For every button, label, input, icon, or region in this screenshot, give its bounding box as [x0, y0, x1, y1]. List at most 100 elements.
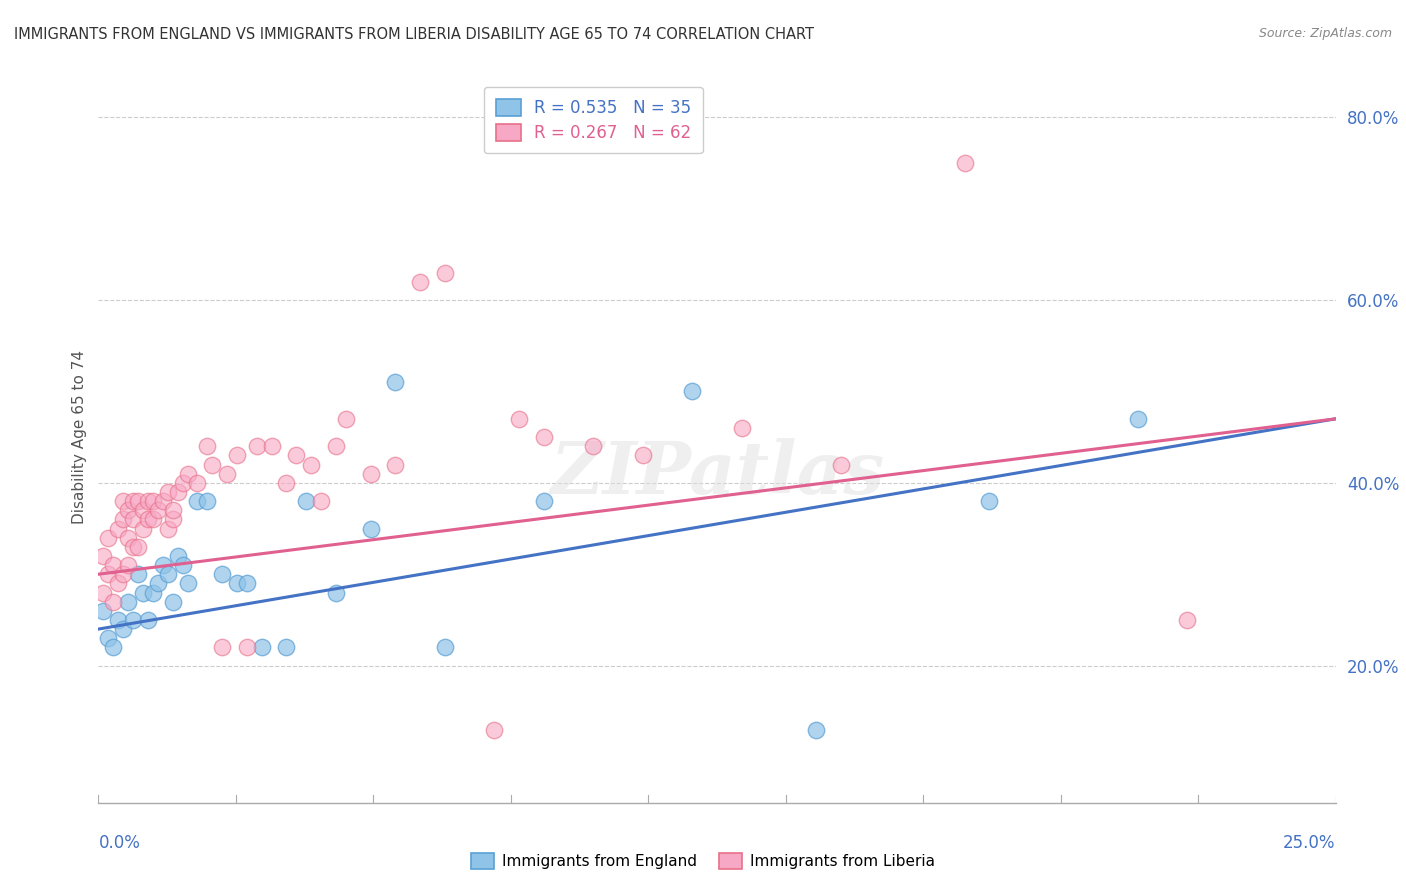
Point — [107, 613, 129, 627]
Point — [117, 594, 139, 608]
Point — [250, 640, 273, 655]
Point — [117, 531, 139, 545]
Point — [107, 521, 129, 535]
Point — [631, 448, 654, 462]
Point — [146, 576, 169, 591]
Point — [127, 567, 149, 582]
Point — [236, 640, 259, 655]
Point — [226, 448, 249, 462]
Legend: Immigrants from England, Immigrants from Liberia: Immigrants from England, Immigrants from… — [465, 847, 941, 875]
Point — [142, 512, 165, 526]
Point — [309, 494, 332, 508]
Point — [93, 549, 115, 563]
Point — [162, 503, 184, 517]
Point — [176, 467, 198, 481]
Point — [142, 494, 165, 508]
Point — [186, 494, 208, 508]
Point — [731, 421, 754, 435]
Point — [162, 512, 184, 526]
Point — [246, 439, 269, 453]
Point — [409, 275, 432, 289]
Point — [953, 156, 976, 170]
Point — [103, 558, 125, 573]
Point — [103, 594, 125, 608]
Point — [107, 576, 129, 591]
Point — [132, 503, 155, 517]
Point — [195, 494, 218, 508]
Point — [226, 576, 249, 591]
Point — [152, 494, 174, 508]
Point — [97, 531, 120, 545]
Text: 0.0%: 0.0% — [98, 834, 141, 852]
Point — [112, 494, 135, 508]
Point — [325, 585, 347, 599]
Point — [122, 613, 145, 627]
Point — [122, 494, 145, 508]
Point — [804, 723, 827, 737]
Point — [176, 576, 198, 591]
Point — [146, 503, 169, 517]
Point — [112, 512, 135, 526]
Point — [156, 521, 179, 535]
Point — [211, 640, 233, 655]
Point — [299, 458, 322, 472]
Point — [162, 594, 184, 608]
Point — [285, 448, 308, 462]
Point — [152, 558, 174, 573]
Point — [97, 567, 120, 582]
Point — [533, 494, 555, 508]
Point — [166, 549, 188, 563]
Point — [93, 585, 115, 599]
Point — [1126, 412, 1149, 426]
Point — [195, 439, 218, 453]
Point — [136, 494, 159, 508]
Text: IMMIGRANTS FROM ENGLAND VS IMMIGRANTS FROM LIBERIA DISABILITY AGE 65 TO 74 CORRE: IMMIGRANTS FROM ENGLAND VS IMMIGRANTS FR… — [14, 27, 814, 42]
Point — [142, 585, 165, 599]
Point — [117, 558, 139, 573]
Point — [236, 576, 259, 591]
Point — [112, 622, 135, 636]
Point — [97, 632, 120, 646]
Point — [681, 384, 703, 399]
Point — [582, 439, 605, 453]
Y-axis label: Disability Age 65 to 74: Disability Age 65 to 74 — [72, 350, 87, 524]
Text: Source: ZipAtlas.com: Source: ZipAtlas.com — [1258, 27, 1392, 40]
Point — [127, 494, 149, 508]
Point — [508, 412, 530, 426]
Point — [132, 585, 155, 599]
Point — [325, 439, 347, 453]
Point — [211, 567, 233, 582]
Point — [166, 485, 188, 500]
Point — [103, 640, 125, 655]
Point — [136, 512, 159, 526]
Point — [132, 521, 155, 535]
Point — [122, 512, 145, 526]
Text: ZIPatlas: ZIPatlas — [550, 438, 884, 509]
Point — [112, 567, 135, 582]
Point — [360, 521, 382, 535]
Point — [136, 613, 159, 627]
Point — [433, 640, 456, 655]
Point — [156, 485, 179, 500]
Point — [384, 458, 406, 472]
Point — [360, 467, 382, 481]
Point — [979, 494, 1001, 508]
Point — [335, 412, 357, 426]
Point — [172, 475, 194, 490]
Point — [830, 458, 852, 472]
Point — [117, 503, 139, 517]
Point — [201, 458, 224, 472]
Point — [1175, 613, 1198, 627]
Point — [127, 540, 149, 554]
Point — [276, 475, 298, 490]
Legend: R = 0.535   N = 35, R = 0.267   N = 62: R = 0.535 N = 35, R = 0.267 N = 62 — [484, 87, 703, 153]
Point — [93, 604, 115, 618]
Point — [384, 375, 406, 389]
Text: 25.0%: 25.0% — [1284, 834, 1336, 852]
Point — [186, 475, 208, 490]
Point — [276, 640, 298, 655]
Point — [172, 558, 194, 573]
Point — [295, 494, 318, 508]
Point — [433, 266, 456, 280]
Point — [260, 439, 283, 453]
